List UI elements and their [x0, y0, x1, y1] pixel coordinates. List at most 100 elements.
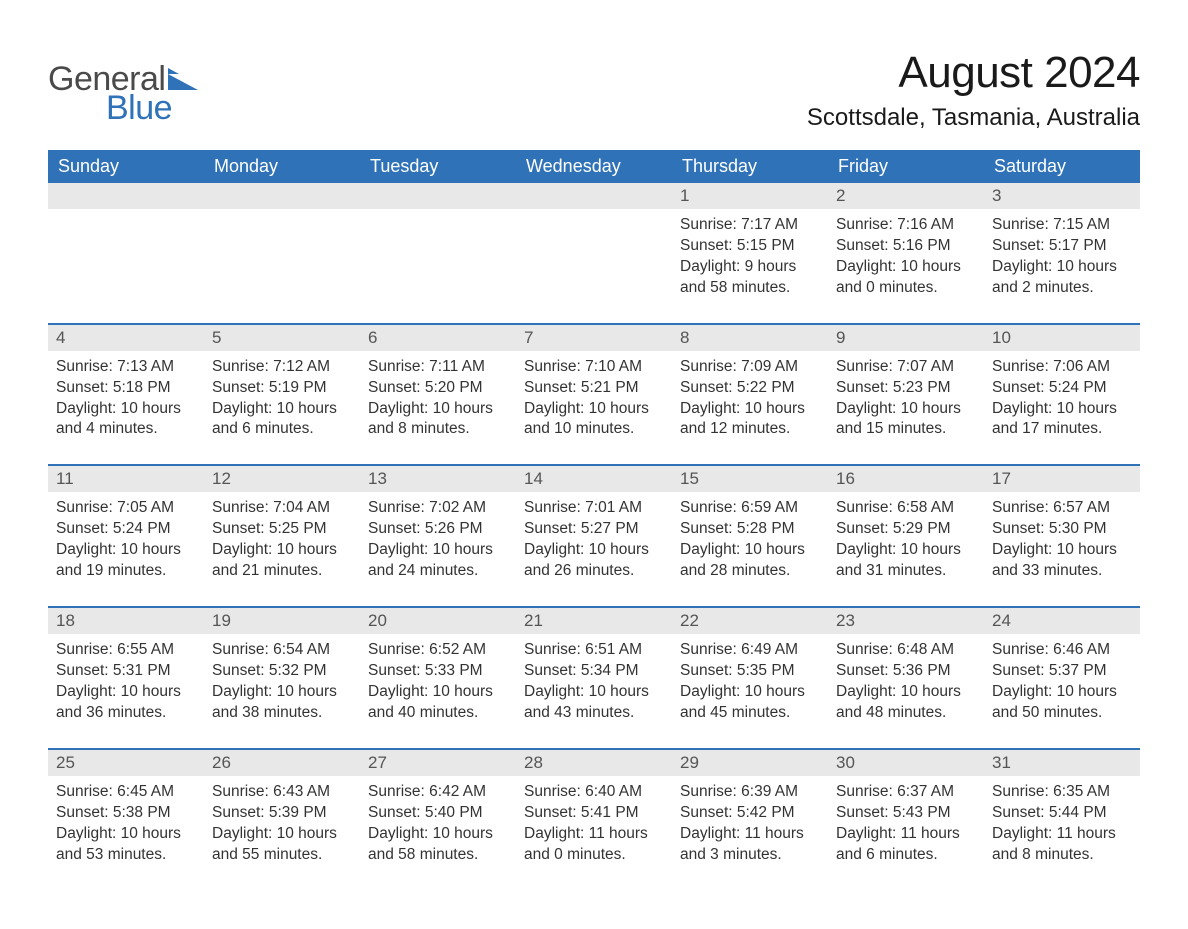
sunset-line: Sunset: 5:41 PM [524, 803, 664, 824]
calendar-page: General Blue August 2024 Scottsdale, Tas… [0, 0, 1188, 929]
sunset-line: Sunset: 5:21 PM [524, 378, 664, 399]
sunset-line: Sunset: 5:19 PM [212, 378, 352, 399]
day-info: Sunrise: 6:58 AMSunset: 5:29 PMDaylight:… [828, 492, 984, 606]
daylight-line: Daylight: 10 hours and 19 minutes. [56, 540, 196, 582]
sunrise-line: Sunrise: 6:57 AM [992, 498, 1132, 519]
sunrise-line: Sunrise: 6:46 AM [992, 640, 1132, 661]
day-number: 23 [828, 608, 984, 634]
calendar-cell [516, 183, 672, 324]
sunset-line: Sunset: 5:18 PM [56, 378, 196, 399]
day-number: 3 [984, 183, 1140, 209]
calendar-row: 1Sunrise: 7:17 AMSunset: 5:15 PMDaylight… [48, 183, 1140, 324]
sunset-line: Sunset: 5:17 PM [992, 236, 1132, 257]
day-info: Sunrise: 7:11 AMSunset: 5:20 PMDaylight:… [360, 351, 516, 465]
day-info: Sunrise: 6:49 AMSunset: 5:35 PMDaylight:… [672, 634, 828, 748]
sunrise-line: Sunrise: 6:58 AM [836, 498, 976, 519]
daylight-line: Daylight: 11 hours and 0 minutes. [524, 824, 664, 866]
daylight-line: Daylight: 10 hours and 2 minutes. [992, 257, 1132, 299]
sunset-line: Sunset: 5:38 PM [56, 803, 196, 824]
sunset-line: Sunset: 5:35 PM [680, 661, 820, 682]
daylight-line: Daylight: 9 hours and 58 minutes. [680, 257, 820, 299]
calendar-cell: 5Sunrise: 7:12 AMSunset: 5:19 PMDaylight… [204, 324, 360, 466]
calendar-cell: 16Sunrise: 6:58 AMSunset: 5:29 PMDayligh… [828, 465, 984, 607]
calendar-cell: 22Sunrise: 6:49 AMSunset: 5:35 PMDayligh… [672, 607, 828, 749]
day-info: Sunrise: 6:45 AMSunset: 5:38 PMDaylight:… [48, 776, 204, 890]
sunset-line: Sunset: 5:32 PM [212, 661, 352, 682]
sunset-line: Sunset: 5:24 PM [992, 378, 1132, 399]
daylight-line: Daylight: 10 hours and 36 minutes. [56, 682, 196, 724]
page-header: General Blue August 2024 Scottsdale, Tas… [48, 48, 1140, 132]
sunset-line: Sunset: 5:44 PM [992, 803, 1132, 824]
day-info: Sunrise: 6:52 AMSunset: 5:33 PMDaylight:… [360, 634, 516, 748]
day-number: 8 [672, 325, 828, 351]
calendar-cell: 13Sunrise: 7:02 AMSunset: 5:26 PMDayligh… [360, 465, 516, 607]
sunrise-line: Sunrise: 6:51 AM [524, 640, 664, 661]
sunrise-line: Sunrise: 7:04 AM [212, 498, 352, 519]
day-number: 10 [984, 325, 1140, 351]
day-number: 17 [984, 466, 1140, 492]
sunrise-line: Sunrise: 7:15 AM [992, 215, 1132, 236]
calendar-cell: 9Sunrise: 7:07 AMSunset: 5:23 PMDaylight… [828, 324, 984, 466]
daylight-line: Daylight: 10 hours and 21 minutes. [212, 540, 352, 582]
daylight-line: Daylight: 10 hours and 15 minutes. [836, 399, 976, 441]
calendar-cell: 2Sunrise: 7:16 AMSunset: 5:16 PMDaylight… [828, 183, 984, 324]
sunset-line: Sunset: 5:20 PM [368, 378, 508, 399]
sunrise-line: Sunrise: 7:10 AM [524, 357, 664, 378]
sunrise-line: Sunrise: 6:42 AM [368, 782, 508, 803]
day-number: 7 [516, 325, 672, 351]
sunset-line: Sunset: 5:24 PM [56, 519, 196, 540]
sunrise-line: Sunrise: 6:55 AM [56, 640, 196, 661]
sunset-line: Sunset: 5:28 PM [680, 519, 820, 540]
day-info [204, 209, 360, 307]
weekday-header: Sunday [48, 150, 204, 183]
day-info: Sunrise: 7:05 AMSunset: 5:24 PMDaylight:… [48, 492, 204, 606]
day-number: 24 [984, 608, 1140, 634]
day-info [516, 209, 672, 307]
sunrise-line: Sunrise: 7:11 AM [368, 357, 508, 378]
day-info: Sunrise: 6:59 AMSunset: 5:28 PMDaylight:… [672, 492, 828, 606]
calendar-cell: 23Sunrise: 6:48 AMSunset: 5:36 PMDayligh… [828, 607, 984, 749]
day-info: Sunrise: 7:06 AMSunset: 5:24 PMDaylight:… [984, 351, 1140, 465]
sunset-line: Sunset: 5:31 PM [56, 661, 196, 682]
sunset-line: Sunset: 5:27 PM [524, 519, 664, 540]
daylight-line: Daylight: 10 hours and 24 minutes. [368, 540, 508, 582]
day-info: Sunrise: 6:55 AMSunset: 5:31 PMDaylight:… [48, 634, 204, 748]
sunset-line: Sunset: 5:29 PM [836, 519, 976, 540]
day-number: 19 [204, 608, 360, 634]
day-info: Sunrise: 6:43 AMSunset: 5:39 PMDaylight:… [204, 776, 360, 890]
calendar-row: 18Sunrise: 6:55 AMSunset: 5:31 PMDayligh… [48, 607, 1140, 749]
day-info: Sunrise: 7:09 AMSunset: 5:22 PMDaylight:… [672, 351, 828, 465]
weekday-header: Monday [204, 150, 360, 183]
day-number: 12 [204, 466, 360, 492]
sunset-line: Sunset: 5:15 PM [680, 236, 820, 257]
daylight-line: Daylight: 10 hours and 45 minutes. [680, 682, 820, 724]
day-number: 14 [516, 466, 672, 492]
daylight-line: Daylight: 10 hours and 17 minutes. [992, 399, 1132, 441]
weekday-header: Thursday [672, 150, 828, 183]
day-number: 11 [48, 466, 204, 492]
calendar-cell: 31Sunrise: 6:35 AMSunset: 5:44 PMDayligh… [984, 749, 1140, 890]
daylight-line: Daylight: 10 hours and 40 minutes. [368, 682, 508, 724]
calendar-header-row: SundayMondayTuesdayWednesdayThursdayFrid… [48, 150, 1140, 183]
sunrise-line: Sunrise: 7:16 AM [836, 215, 976, 236]
day-number: 2 [828, 183, 984, 209]
day-number [204, 183, 360, 209]
logo: General Blue [48, 60, 202, 128]
calendar-cell: 11Sunrise: 7:05 AMSunset: 5:24 PMDayligh… [48, 465, 204, 607]
calendar-cell: 18Sunrise: 6:55 AMSunset: 5:31 PMDayligh… [48, 607, 204, 749]
sunset-line: Sunset: 5:36 PM [836, 661, 976, 682]
daylight-line: Daylight: 10 hours and 26 minutes. [524, 540, 664, 582]
sunset-line: Sunset: 5:34 PM [524, 661, 664, 682]
day-number: 6 [360, 325, 516, 351]
calendar-cell: 14Sunrise: 7:01 AMSunset: 5:27 PMDayligh… [516, 465, 672, 607]
sunrise-line: Sunrise: 6:52 AM [368, 640, 508, 661]
day-number [516, 183, 672, 209]
day-number: 28 [516, 750, 672, 776]
day-number: 1 [672, 183, 828, 209]
day-info [48, 209, 204, 307]
daylight-line: Daylight: 10 hours and 55 minutes. [212, 824, 352, 866]
day-info: Sunrise: 6:39 AMSunset: 5:42 PMDaylight:… [672, 776, 828, 890]
day-info: Sunrise: 7:04 AMSunset: 5:25 PMDaylight:… [204, 492, 360, 606]
calendar-body: 1Sunrise: 7:17 AMSunset: 5:15 PMDaylight… [48, 183, 1140, 889]
logo-text-blue: Blue [106, 89, 202, 128]
